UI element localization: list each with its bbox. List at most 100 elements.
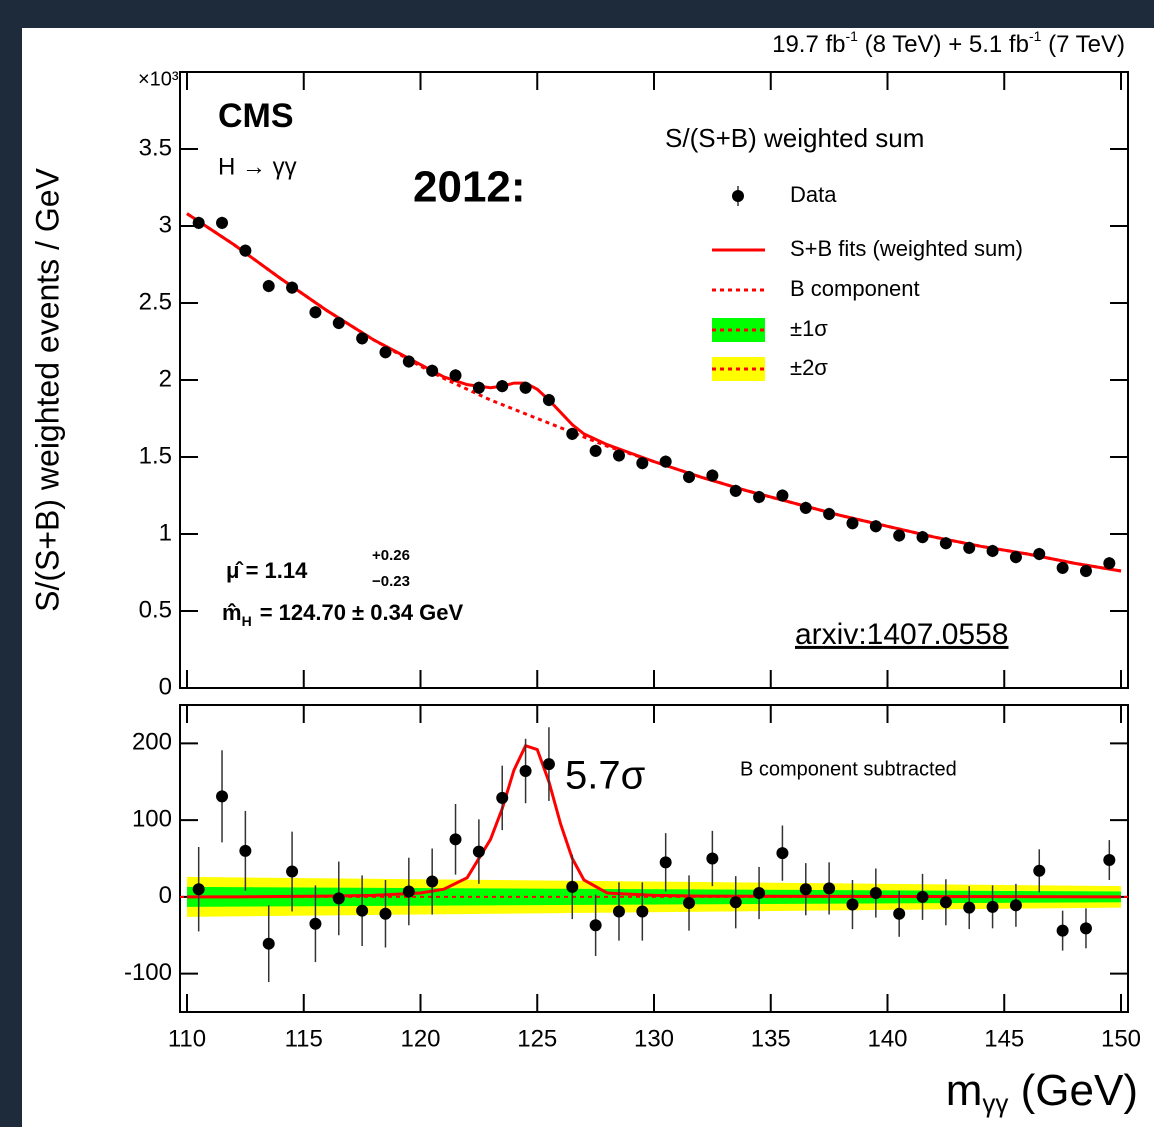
data-point [543,394,555,406]
y-tick-label: 100 [132,805,172,832]
data-point [940,896,952,908]
data-point [193,883,205,895]
data-point [216,217,228,229]
x-tick-label: 120 [400,1025,440,1052]
data-point [1103,557,1115,569]
data-point [660,856,672,868]
y-tick-label: 0.5 [139,596,172,623]
data-point [613,449,625,461]
data-point [193,217,205,229]
legend-title: S/(S+B) weighted sum [665,123,924,153]
data-point [309,918,321,930]
legend-label: Data [790,182,837,207]
data-point [543,758,555,770]
data-point [450,833,462,845]
data-point [566,428,578,440]
x-tick-label: 110 [168,1025,206,1052]
data-point [800,502,812,514]
data-point [660,456,672,468]
mu-value: μ̂ = 1.14 [226,558,308,583]
chart-title: 19.7 fb-1 (8 TeV) + 5.1 fb-1 (7 TeV) [772,28,1125,59]
y-axis-label: S/(S+B) weighted events / GeV [29,167,65,611]
data-point [263,280,275,292]
data-point [1033,865,1045,877]
y-multiplier: ×10³ [138,68,179,90]
plot-canvas [22,28,1154,1127]
x-tick-label: 115 [285,1025,323,1052]
experiment: CMS [218,97,294,135]
data-point [333,317,345,329]
significance: 5.7σ [565,754,646,798]
data-point [286,282,298,294]
legend-label: B component [790,276,920,301]
title-superscript: -1 [846,28,859,44]
data-point [1057,562,1069,574]
data-point [379,908,391,920]
y-tick-label: -100 [124,959,172,986]
data-point [823,508,835,520]
data-point [496,792,508,804]
y-tick-label: 200 [132,729,172,756]
data-point [1080,565,1092,577]
data-point [1033,548,1045,560]
data-point [823,882,835,894]
y-tick-label: 1 [159,519,172,546]
reference-link[interactable]: arxiv:1407.0558 [795,618,1009,651]
data-point [683,471,695,483]
mass-text: = 124.70 ± 0.34 GeV [260,600,464,625]
data-point [917,531,929,543]
data-point [496,380,508,392]
data-point [963,902,975,914]
data-point [520,765,532,777]
data-point [893,908,905,920]
data-point [473,846,485,858]
legend-label: ±1σ [790,316,828,341]
data-point [776,490,788,502]
legend-label: ±2σ [790,355,828,380]
x-tick-label: 145 [984,1025,1024,1052]
data-point [636,457,648,469]
mu-down: −0.23 [372,573,410,590]
title-part: (7 TeV) [1041,31,1125,58]
data-point [706,853,718,865]
data-point [356,905,368,917]
data-point [987,901,999,913]
data-point [1010,899,1022,911]
page: {"chart_data": [ {"type": "errorbar", "t… [0,0,1154,1127]
data-point [753,491,765,503]
year: 2012: [413,163,526,212]
title-part: 19.7 fb [772,31,845,58]
data-point [356,332,368,344]
title-part: (8 TeV) + 5.1 fb [858,31,1029,58]
chart: 19.7 fb-1 (8 TeV) + 5.1 fb-1 (7 TeV) S/(… [0,0,1154,1127]
x-label-main: m [946,1066,983,1115]
data-point [263,938,275,950]
data-point [426,365,438,377]
data-point [987,545,999,557]
y-tick-label: 0 [159,882,172,909]
data-point [1103,854,1115,866]
data-point [683,897,695,909]
panel-label: B component subtracted [740,758,957,780]
legend-swatch [732,190,744,202]
data-point [473,382,485,394]
data-point [426,876,438,888]
y-tick-label: 2 [159,365,172,392]
x-label-sub: γγ [982,1088,1008,1118]
y-tick-label: 3.5 [139,134,172,161]
data-point [636,905,648,917]
data-point [1010,551,1022,563]
channel: H → γγ [218,153,297,180]
data-point [1057,925,1069,937]
y-tick-label: 0 [159,673,172,700]
x-tick-label: 130 [634,1025,674,1052]
data-point [239,245,251,257]
data-point [846,899,858,911]
y-tick-label: 2.5 [139,288,172,315]
data-point [963,542,975,554]
title-superscript: -1 [1029,28,1042,44]
data-point [590,445,602,457]
x-tick-label: 140 [867,1025,907,1052]
x-label-unit: (GeV) [1008,1066,1138,1115]
data-point [403,356,415,368]
